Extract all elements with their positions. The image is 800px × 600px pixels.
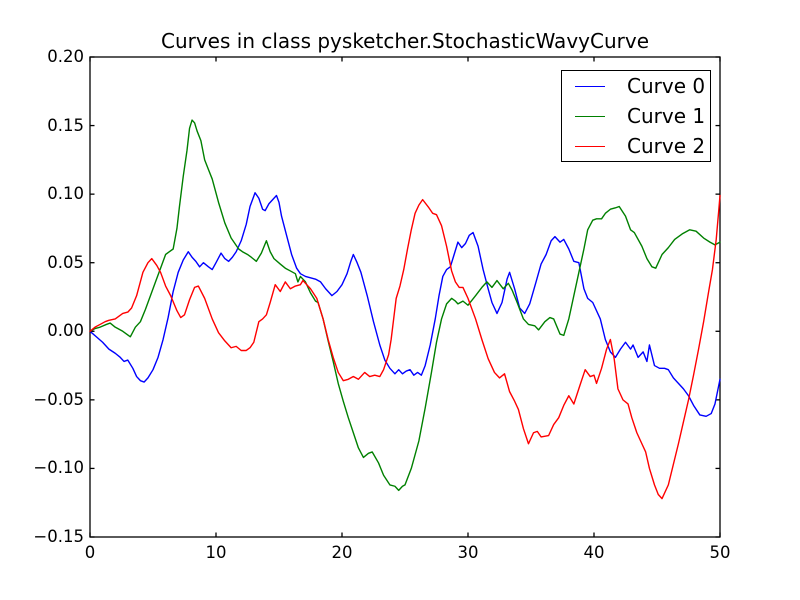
- y-tick-label: 0.10: [47, 184, 84, 204]
- axes-frame: [89, 56, 721, 538]
- y-tick-label: −0.10: [33, 458, 84, 478]
- x-tick-label: 50: [709, 543, 731, 562]
- legend-item-curve-2: Curve 2: [562, 131, 710, 161]
- legend-item-curve-1: Curve 1: [562, 101, 710, 131]
- y-tick-label: −0.05: [33, 389, 84, 409]
- legend-item-label: Curve 2: [627, 134, 706, 158]
- x-tick-label: 30: [457, 543, 479, 562]
- legend-line-sample: [575, 85, 605, 87]
- legend-item-curve-0: Curve 0: [562, 71, 710, 101]
- curve-2-line: [89, 194, 721, 500]
- chart-title: Curves in class pysketcher.StochasticWav…: [160, 29, 649, 53]
- y-tick-label: 0.20: [47, 47, 84, 66]
- curve-0-line: [89, 192, 721, 418]
- y-tick-label: −0.15: [33, 527, 84, 546]
- legend: Curve 0 Curve 1 Curve 2: [561, 70, 711, 162]
- y-tick-label: 0.00: [47, 321, 84, 341]
- legend-item-label: Curve 1: [627, 104, 706, 128]
- x-tick-label: 20: [331, 543, 353, 562]
- y-tick-label: 0.05: [47, 252, 84, 272]
- legend-line-sample: [575, 115, 605, 117]
- legend-item-label: Curve 0: [627, 74, 706, 98]
- x-tick-label: 10: [205, 543, 227, 562]
- curve-1-line: [89, 119, 721, 492]
- x-tick-label: 0: [84, 543, 96, 562]
- x-tick-label: 40: [583, 543, 605, 562]
- y-tick-label: 0.15: [47, 115, 84, 135]
- legend-line-sample: [575, 145, 605, 147]
